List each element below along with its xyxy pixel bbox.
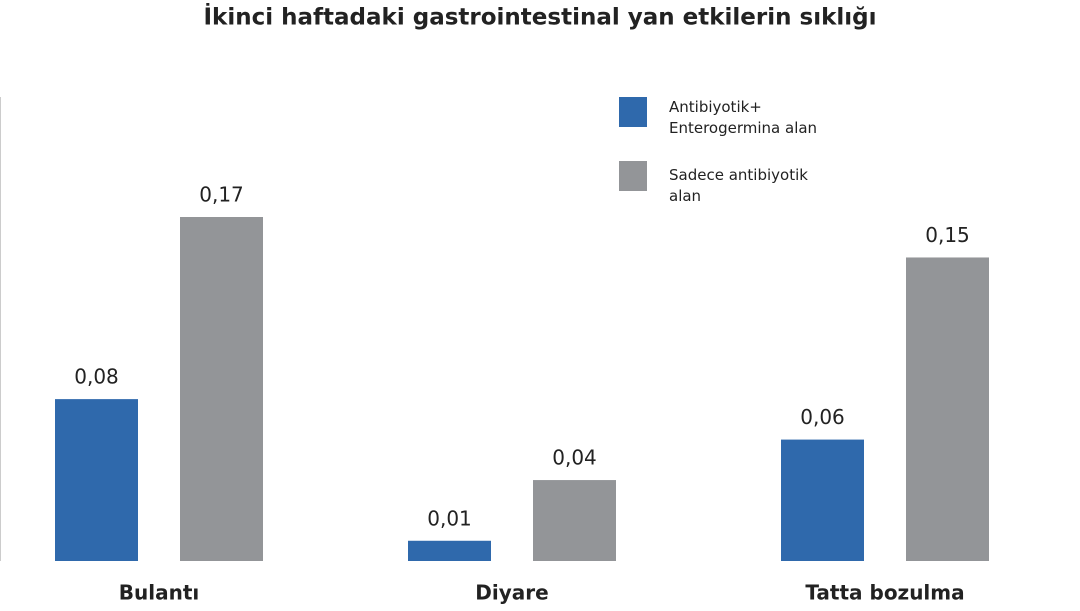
legend-item: Antibiyotik+ Enterogermina alan: [619, 97, 839, 139]
value-label: 0,08: [74, 365, 119, 389]
x-tick-label: Bulantı: [119, 581, 200, 605]
chart-title: İkinci haftadaki gastrointestinal yan et…: [204, 3, 877, 31]
bar: [55, 399, 138, 561]
value-label: 0,17: [199, 183, 244, 207]
legend-label: Antibiyotik+ Enterogermina alan: [669, 98, 818, 137]
value-label: 0,04: [552, 446, 597, 470]
legend-item: Sadece antibiyotik alan: [619, 161, 839, 207]
x-tick-label: Tatta bozulma: [805, 581, 964, 605]
legend-swatch: [619, 161, 647, 191]
value-label: 0,01: [427, 506, 472, 530]
bar: [408, 540, 491, 561]
bar: [180, 217, 263, 561]
legend-swatch: [619, 97, 647, 127]
legend: Antibiyotik+ Enterogermina alan Sadece an…: [619, 97, 839, 229]
bar: [533, 480, 616, 561]
legend-label: Sadece antibiyotik alan: [669, 166, 808, 205]
bar: [781, 439, 864, 561]
bar: [906, 257, 989, 561]
value-label: 0,15: [925, 223, 970, 247]
x-tick-label: Diyare: [475, 581, 548, 605]
value-label: 0,06: [800, 405, 845, 429]
